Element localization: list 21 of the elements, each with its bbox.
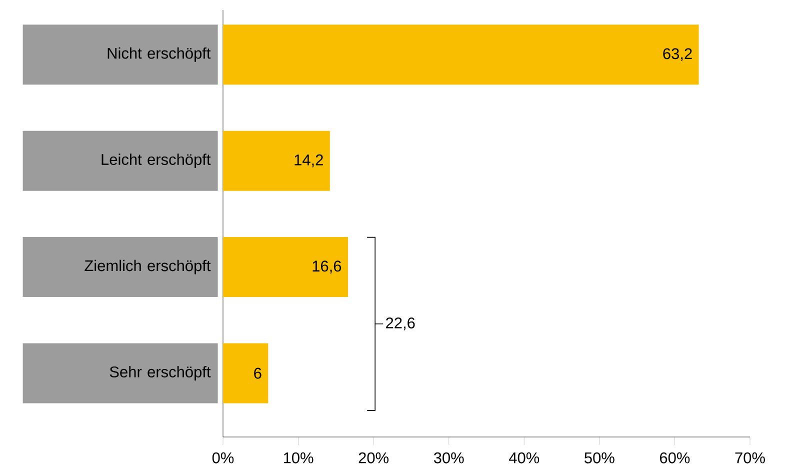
y-tick-label: Ziemlich erschöpft — [84, 260, 211, 274]
x-tick-label: 20% — [358, 452, 389, 464]
data-label: 14,2 — [294, 154, 323, 168]
y-tick-label: Nicht erschöpft — [108, 47, 211, 62]
x-tick-label: 30% — [434, 452, 464, 464]
y-tick-label: Leicht erschöpft — [102, 154, 211, 168]
bar — [223, 343, 268, 404]
bar — [223, 237, 348, 298]
annotation: 22,6 — [386, 317, 415, 330]
data-label: 6 — [254, 368, 262, 379]
x-tick-label: 50% — [584, 452, 614, 464]
x-tick-label: 10% — [284, 452, 314, 464]
data-label: 63,2 — [663, 48, 692, 61]
bar — [223, 130, 330, 191]
y-tick-label: Sehr erschöpft — [110, 366, 211, 380]
x-tick-label: 70% — [735, 452, 765, 464]
bar — [223, 24, 699, 85]
x-tick-label: 40% — [508, 452, 540, 464]
x-tick-label: 60% — [660, 452, 690, 464]
data-label: 16,6 — [312, 260, 342, 274]
x-tick-label: 0% — [212, 452, 234, 464]
